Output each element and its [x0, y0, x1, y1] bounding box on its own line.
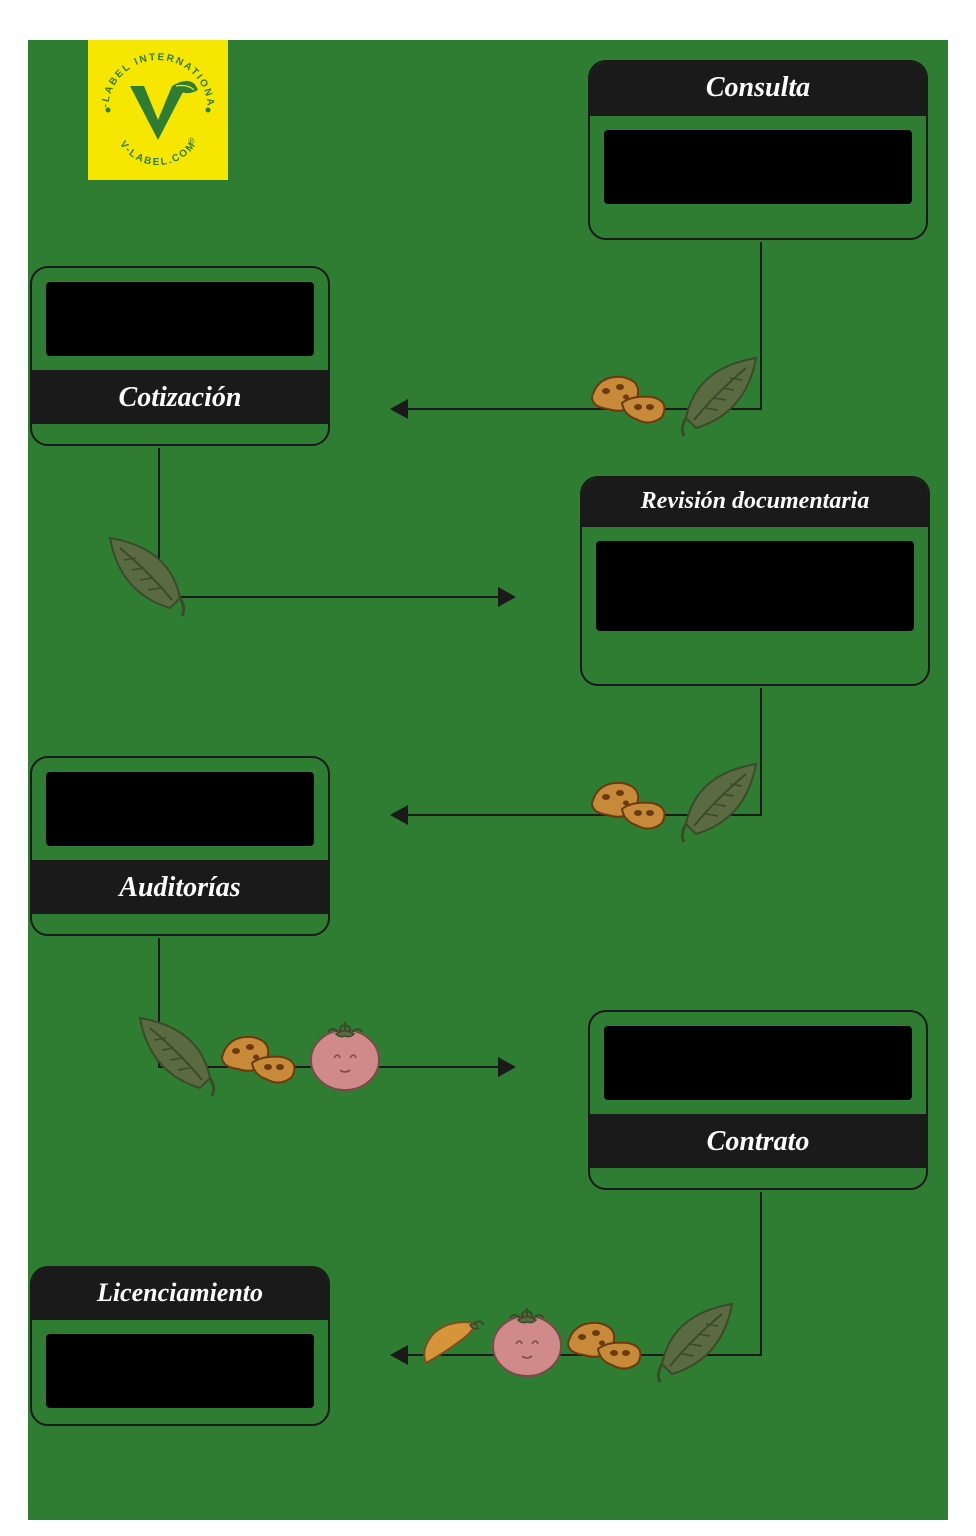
step-body-line: El cliente recibe la licencia — [622, 1046, 894, 1063]
step-card-cotizacion: Recibida la información,se realiza una c… — [30, 266, 330, 446]
bean-icon — [588, 769, 678, 833]
infographic-canvas: V-LABEL INTERNATIONAL ® V-LABEL.COM Cons… — [28, 40, 948, 1520]
step-title: Contrato — [590, 1114, 926, 1168]
svg-text:V-LABEL INTERNATIONAL: V-LABEL INTERNATIONAL — [88, 40, 216, 108]
produce-decoration — [418, 1296, 744, 1386]
leaf-icon — [128, 1010, 218, 1100]
leaf-icon — [98, 530, 188, 620]
arrowhead-icon — [390, 805, 408, 825]
produce-decoration — [588, 350, 768, 440]
step-card-revision: Revisión documentaria Se realiza una veri… — [580, 476, 930, 686]
step-card-licenciamiento: Licenciamiento Uso del sello V-Labelen lo… — [30, 1266, 330, 1426]
produce-decoration — [588, 756, 768, 846]
step-body-line: El cliente realiza la consulta — [622, 150, 894, 167]
step-card-contrato: El cliente recibe la licenciade uso del … — [588, 1010, 928, 1190]
connector-horizontal — [160, 596, 498, 598]
arrowhead-icon — [498, 1057, 516, 1077]
arrowhead-icon — [498, 587, 516, 607]
step-body: Uso del sello V-Labelen los productos. — [46, 1334, 314, 1408]
chili-icon — [418, 1315, 490, 1367]
step-body-line: Uso del sello V-Label — [64, 1354, 296, 1371]
bean-icon — [588, 363, 678, 427]
tomato-icon — [308, 1018, 382, 1092]
step-body-line: las plantas de producción. — [64, 809, 296, 826]
connector-vertical — [760, 1192, 762, 1356]
step-card-consulta: Consulta El cliente realiza la consultaco… — [588, 60, 928, 240]
step-body-line: en los productos. — [64, 1371, 296, 1388]
produce-decoration — [98, 530, 188, 620]
step-title: Licenciamiento — [32, 1268, 328, 1320]
step-body: El cliente realiza la consultacon los da… — [604, 130, 912, 204]
produce-decoration — [128, 1010, 382, 1100]
step-body-line: Recibida la información, — [64, 302, 296, 319]
bean-icon — [218, 1023, 308, 1087]
step-body-line: documentos de todos los productos — [614, 578, 896, 595]
step-body: Recibida la información,se realiza una c… — [46, 282, 314, 356]
tomato-icon — [490, 1304, 564, 1378]
svg-text:V-LABEL.COM: V-LABEL.COM — [117, 139, 198, 168]
bean-icon — [564, 1309, 654, 1373]
step-body: Se realiza una auditoría alas plantas de… — [46, 772, 314, 846]
step-card-auditorias: Se realiza una auditoría alas plantas de… — [30, 756, 330, 936]
step-body-line: y evaluación de sus componentes. — [614, 595, 896, 612]
step-body-line: se realiza una cotización. — [64, 319, 296, 336]
arrowhead-icon — [390, 399, 408, 419]
step-body-line: Se realiza una verificación de — [614, 561, 896, 578]
leaf-icon — [678, 350, 768, 440]
step-title: Cotización — [32, 370, 328, 424]
vlabel-logo: V-LABEL INTERNATIONAL ® V-LABEL.COM — [88, 40, 228, 180]
step-body-line: Se realiza una auditoría a — [64, 792, 296, 809]
step-body: Se realiza una verificación dedocumentos… — [596, 541, 914, 631]
step-title: Auditorías — [32, 860, 328, 914]
arrowhead-icon — [390, 1345, 408, 1365]
step-title: Consulta — [590, 62, 926, 116]
leaf-icon — [678, 756, 768, 846]
step-title: Revisión documentaria — [582, 478, 928, 527]
step-body-line: con los datos de la empresa. — [622, 167, 894, 184]
step-body-line: de uso del certificado V-Label. — [622, 1063, 894, 1080]
leaf-icon — [654, 1296, 744, 1386]
step-body: El cliente recibe la licenciade uso del … — [604, 1026, 912, 1100]
